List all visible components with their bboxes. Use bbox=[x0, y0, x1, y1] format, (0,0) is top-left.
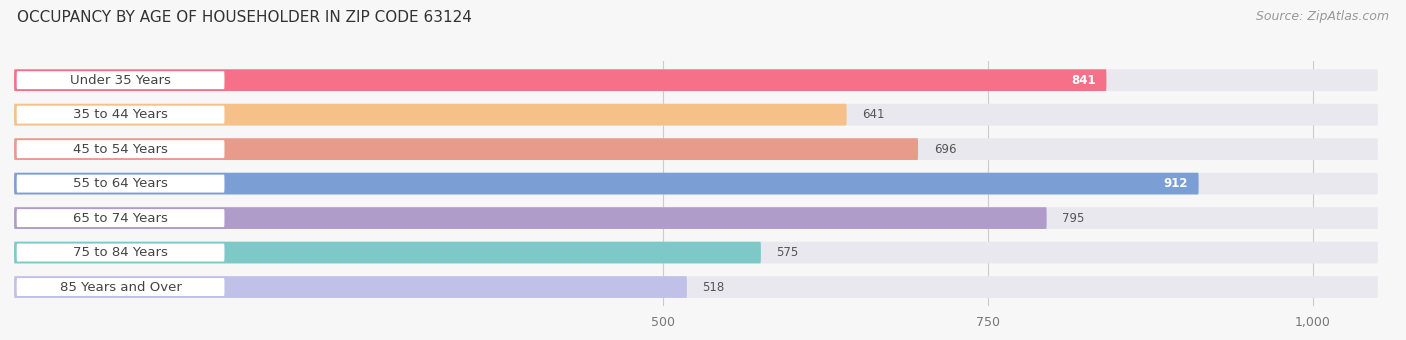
FancyBboxPatch shape bbox=[14, 276, 1378, 298]
Text: 518: 518 bbox=[703, 280, 724, 293]
FancyBboxPatch shape bbox=[14, 207, 1378, 229]
FancyBboxPatch shape bbox=[17, 243, 225, 261]
FancyBboxPatch shape bbox=[14, 104, 846, 125]
FancyBboxPatch shape bbox=[17, 106, 225, 124]
Text: 696: 696 bbox=[934, 142, 956, 156]
FancyBboxPatch shape bbox=[14, 207, 1046, 229]
FancyBboxPatch shape bbox=[17, 140, 225, 158]
FancyBboxPatch shape bbox=[17, 278, 225, 296]
Text: 75 to 84 Years: 75 to 84 Years bbox=[73, 246, 167, 259]
Text: 575: 575 bbox=[776, 246, 799, 259]
FancyBboxPatch shape bbox=[17, 71, 225, 89]
FancyBboxPatch shape bbox=[14, 276, 688, 298]
Text: OCCUPANCY BY AGE OF HOUSEHOLDER IN ZIP CODE 63124: OCCUPANCY BY AGE OF HOUSEHOLDER IN ZIP C… bbox=[17, 10, 472, 25]
FancyBboxPatch shape bbox=[14, 69, 1378, 91]
FancyBboxPatch shape bbox=[14, 242, 761, 264]
FancyBboxPatch shape bbox=[14, 173, 1199, 194]
FancyBboxPatch shape bbox=[17, 209, 225, 227]
Text: 841: 841 bbox=[1071, 74, 1097, 87]
Text: 912: 912 bbox=[1164, 177, 1188, 190]
FancyBboxPatch shape bbox=[14, 104, 1378, 125]
FancyBboxPatch shape bbox=[14, 242, 1378, 264]
Text: 641: 641 bbox=[862, 108, 884, 121]
FancyBboxPatch shape bbox=[14, 69, 1107, 91]
Text: 45 to 54 Years: 45 to 54 Years bbox=[73, 142, 167, 156]
Text: 85 Years and Over: 85 Years and Over bbox=[59, 280, 181, 293]
Text: Under 35 Years: Under 35 Years bbox=[70, 74, 172, 87]
Text: Source: ZipAtlas.com: Source: ZipAtlas.com bbox=[1256, 10, 1389, 23]
FancyBboxPatch shape bbox=[14, 138, 918, 160]
Text: 65 to 74 Years: 65 to 74 Years bbox=[73, 211, 167, 225]
Text: 35 to 44 Years: 35 to 44 Years bbox=[73, 108, 167, 121]
FancyBboxPatch shape bbox=[14, 173, 1378, 194]
Text: 55 to 64 Years: 55 to 64 Years bbox=[73, 177, 167, 190]
FancyBboxPatch shape bbox=[14, 138, 1378, 160]
FancyBboxPatch shape bbox=[17, 175, 225, 192]
Text: 795: 795 bbox=[1063, 211, 1084, 225]
